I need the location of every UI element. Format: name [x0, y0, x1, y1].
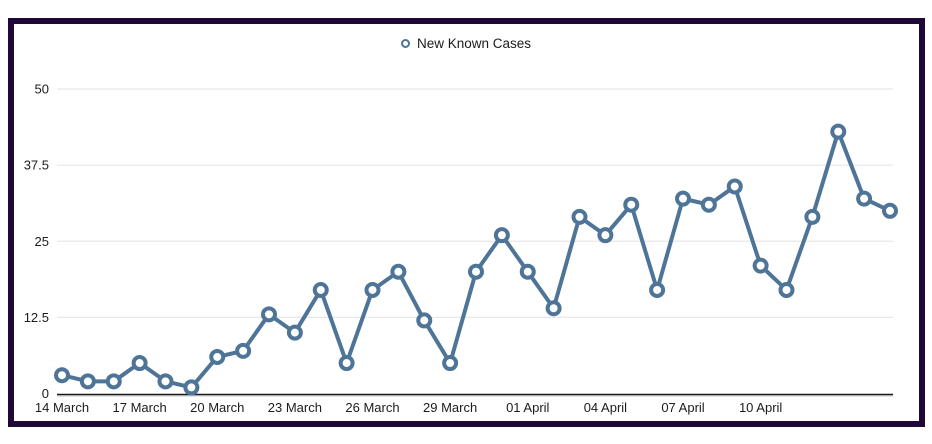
data-point-marker[interactable] — [157, 373, 174, 390]
data-point-marker[interactable] — [468, 263, 484, 280]
data-point-marker[interactable] — [700, 196, 717, 213]
x-tick-label: 07 April — [661, 400, 704, 415]
data-point-marker[interactable] — [778, 281, 795, 298]
chart-frame — [8, 18, 925, 427]
data-point-marker[interactable] — [856, 190, 873, 207]
y-tick-label: 0 — [42, 386, 49, 401]
x-tick-label: 23 March — [268, 400, 322, 415]
y-tick-label: 37.5 — [24, 158, 49, 173]
legend-item-new-known-cases[interactable]: New Known Cases — [0, 36, 932, 51]
data-point-marker[interactable] — [726, 178, 743, 195]
x-tick-label: 29 March — [423, 400, 477, 415]
y-tick-label: 25 — [35, 234, 49, 249]
data-point-marker[interactable] — [519, 263, 536, 280]
data-point-marker[interactable] — [286, 324, 303, 341]
data-point-marker[interactable] — [571, 208, 588, 225]
data-point-marker[interactable] — [493, 227, 510, 244]
x-tick-label: 10 April — [739, 400, 782, 415]
data-point-marker[interactable] — [545, 300, 562, 317]
data-point-marker[interactable] — [416, 312, 433, 329]
x-tick-label: 01 April — [506, 400, 549, 415]
data-point-marker[interactable] — [364, 281, 381, 298]
data-point-marker[interactable] — [54, 367, 70, 384]
data-point-marker[interactable] — [882, 202, 898, 219]
data-point-marker[interactable] — [675, 190, 691, 207]
data-point-marker[interactable] — [649, 281, 666, 298]
data-point-marker[interactable] — [183, 379, 200, 396]
data-point-marker[interactable] — [261, 306, 277, 323]
data-point-marker[interactable] — [830, 123, 847, 140]
data-point-marker[interactable] — [390, 263, 407, 280]
data-point-marker[interactable] — [752, 257, 769, 274]
data-point-marker[interactable] — [442, 355, 459, 372]
legend-marker-icon — [400, 39, 410, 48]
data-point-marker[interactable] — [235, 342, 252, 359]
data-point-marker[interactable] — [105, 373, 122, 390]
data-point-marker[interactable] — [338, 355, 355, 372]
data-point-marker[interactable] — [79, 373, 96, 390]
y-tick-label: 50 — [35, 82, 49, 97]
data-point-marker[interactable] — [312, 281, 329, 298]
x-tick-label: 26 March — [345, 400, 399, 415]
data-point-marker[interactable] — [131, 355, 148, 372]
y-tick-label: 12.5 — [24, 310, 49, 325]
data-point-marker[interactable] — [804, 208, 821, 225]
x-tick-label: 20 March — [190, 400, 244, 415]
data-point-marker[interactable] — [623, 196, 640, 213]
data-point-marker[interactable] — [209, 348, 226, 365]
x-tick-label: 17 March — [113, 400, 167, 415]
x-tick-label: 04 April — [584, 400, 627, 415]
legend-label: New Known Cases — [416, 36, 532, 51]
x-tick-label: 14 March — [35, 400, 89, 415]
data-point-marker[interactable] — [597, 227, 614, 244]
